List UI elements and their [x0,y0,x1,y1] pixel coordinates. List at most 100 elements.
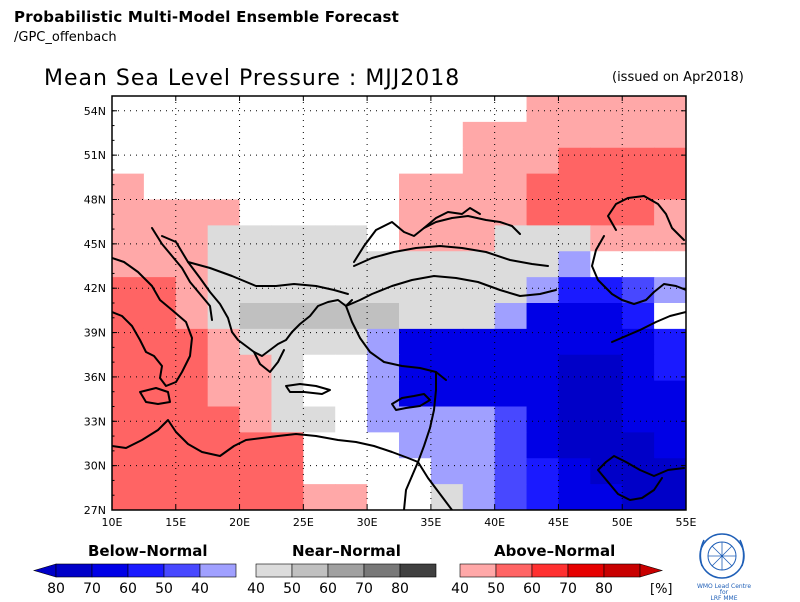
grid-cell [143,225,177,252]
grid-cell [430,173,464,201]
caspian-sea [591,195,686,305]
legend-near-tick-label: 60 [319,581,337,597]
grid-cell [654,173,686,201]
grid-cell [622,432,655,459]
grid-cell [654,121,686,149]
grid-cell [558,251,591,278]
grid-cell [143,147,177,175]
lon-label: 30E [357,516,378,529]
grid-cell [558,147,591,175]
grid-cell [143,303,177,330]
legend-below-arrow [32,563,57,578]
grid-cell [654,277,686,304]
grid-cell [526,121,560,149]
italy-east-coast [151,227,213,321]
grid-cell [271,458,304,485]
grid-cell [622,147,655,175]
grid-cell [399,147,432,175]
grid-cell [239,121,273,149]
grid-cell [526,303,560,330]
grid-cell [143,484,177,510]
grid-cell [526,406,560,433]
header-subtitle: /GPC_offenbach [14,30,117,45]
grid-cell [367,199,400,226]
grid-cell [462,225,496,252]
grid-cell [207,173,241,201]
grid-cell [303,147,336,175]
north-africa-coast [112,419,419,463]
grid-cell [526,354,560,382]
grid-cell [367,147,400,175]
grid-cell [399,251,432,278]
grid-cell [462,458,496,485]
lat-label: 30N [84,460,106,473]
grid-cell [335,303,368,330]
grid-cell [462,121,496,149]
grid-cell [175,484,209,510]
grid-cell [239,484,273,510]
legend-above-swatch [603,563,641,578]
lon-label: 20E [229,516,250,529]
grid-cell [462,484,496,510]
legend-near-title: Near–Normal [292,542,401,560]
black-sea-north [353,215,521,263]
grid-cell [590,354,623,382]
grid-cell [112,121,145,149]
grid-cell [367,303,400,330]
grid-cell [622,251,655,278]
grid-cell [367,484,400,510]
grid-cell [622,121,655,149]
grid-cell [526,484,560,510]
legend-near-tick-label: 70 [355,581,373,597]
grid-cell [622,96,655,123]
grid-cell [686,251,718,277]
grid-cell [271,484,304,510]
lon-label: 55E [676,516,697,529]
grid-cell [462,96,496,123]
grid-cell [271,277,304,304]
grid-cell [590,225,623,252]
grid-cell [494,484,528,510]
lat-label: 33N [84,415,106,428]
grid-cell [143,458,177,485]
grid-cell [526,199,560,226]
adriatic-east-coast [161,235,233,333]
lon-label: 25E [293,516,314,529]
grid-cell [239,251,273,278]
grid-cell [207,354,241,382]
latitude-labels: 54N 51N 48N 45N 42N 39N 36N 33N 30N 27N [84,105,106,517]
lon-label: 10E [102,516,123,529]
legend-above-swatch [459,563,497,578]
longitude-labels: 10E 15E 20E 25E 30E 35E 40E 45E 50E 55E [102,516,697,529]
grid-cell [175,199,209,226]
lat-label: 51N [84,149,106,162]
grid-cell [558,225,591,252]
grid-cell [399,199,432,226]
grid-cell [494,121,528,149]
coastlines [112,195,686,510]
grid-cell [686,96,718,122]
grid-cell [526,96,560,123]
legend-above-tick-label: 80 [595,581,613,597]
grid-cell [526,380,560,408]
grid-cell [143,96,177,123]
grid-cell [335,199,368,226]
grid-cell [175,354,209,382]
grid-cell [175,173,209,201]
legend-near-swatch [291,563,329,578]
grid-cell [112,225,145,252]
grid-cell [654,432,686,459]
grid-cell [112,96,145,123]
legend-below-tick-label: 40 [191,581,209,597]
grid-cell [112,354,145,382]
grid-cell [686,277,718,303]
legend: 80 70 60 50 40 40 50 60 70 80 40 50 60 70 80 [%] [32,563,673,597]
grid-cell [207,380,241,408]
grid-cell [462,147,496,175]
grid-cell [430,277,464,304]
grid-cell [303,251,336,278]
grid-cell [590,432,623,459]
grid-cell [526,225,560,252]
grid-cell [271,199,304,226]
